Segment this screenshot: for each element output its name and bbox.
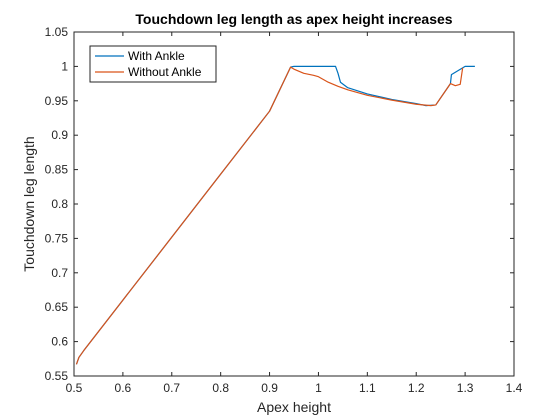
x-tick-label: 0.6 (115, 381, 132, 395)
x-tick-label: 1 (315, 381, 322, 395)
y-tick-label: 1.05 (45, 25, 69, 39)
y-tick-label: 0.55 (45, 369, 69, 383)
y-tick-label: 0.95 (45, 94, 69, 108)
legend-label: With Ankle (128, 49, 185, 63)
y-tick-label: 0.7 (51, 266, 68, 280)
x-tick-label: 1.1 (359, 381, 376, 395)
y-axis-title: Touchdown leg length (21, 136, 37, 271)
chart-title: Touchdown leg length as apex height incr… (135, 11, 452, 27)
x-tick-label: 0.5 (66, 381, 83, 395)
y-tick-label: 1 (61, 59, 68, 73)
y-tick-label: 0.8 (51, 197, 68, 211)
x-tick-label: 1.2 (408, 381, 425, 395)
legend-label: Without Ankle (128, 65, 202, 79)
series-line-without-ankle (75, 66, 464, 365)
x-tick-label: 0.7 (163, 381, 180, 395)
x-tick-label: 0.9 (261, 381, 278, 395)
x-tick-label: 1.4 (506, 381, 523, 395)
series-layer (75, 65, 475, 365)
legend-box (89, 45, 217, 83)
y-tick-label: 0.9 (51, 128, 68, 142)
ticks-layer: 0.5 0.6 0.7 0.8 0.9 1 1.1 1.2 1.3 1.4 0.55 0.6 0.65 0… (45, 25, 523, 395)
plot-area (74, 32, 514, 376)
y-tick-label: 0.85 (45, 163, 69, 177)
legend: With Ankle Without Ankle (89, 45, 217, 83)
y-tick-label: 0.6 (51, 335, 68, 349)
x-tick-label: 0.8 (212, 381, 229, 395)
x-tick-label: 1.3 (457, 381, 474, 395)
y-tick-label: 0.65 (45, 300, 69, 314)
x-axis-title: Apex height (257, 399, 331, 415)
y-tick-label: 0.75 (45, 231, 69, 245)
